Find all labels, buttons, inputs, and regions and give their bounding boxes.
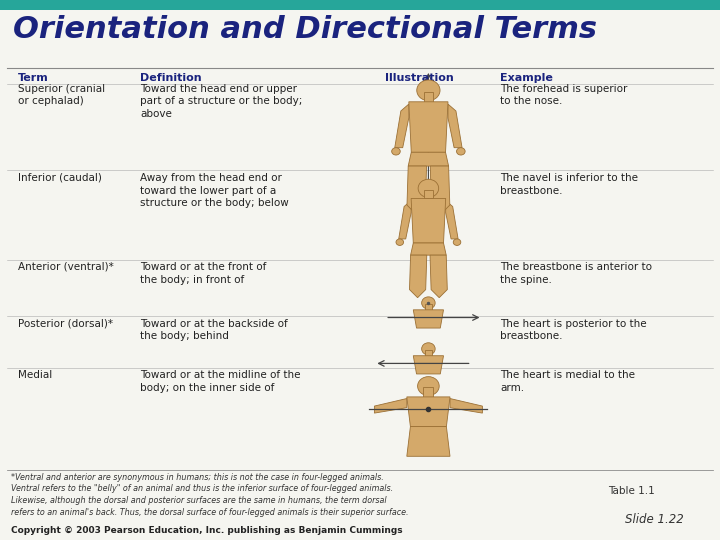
Polygon shape	[446, 200, 458, 239]
Ellipse shape	[417, 80, 440, 100]
Ellipse shape	[396, 239, 403, 245]
Text: Toward or at the backside of
the body; behind: Toward or at the backside of the body; b…	[140, 319, 288, 341]
Polygon shape	[407, 427, 450, 456]
Polygon shape	[450, 399, 482, 413]
Polygon shape	[413, 310, 444, 328]
Ellipse shape	[454, 239, 461, 245]
Ellipse shape	[392, 147, 400, 155]
Bar	[423, 92, 433, 102]
Bar	[425, 303, 432, 310]
Text: Toward or at the midline of the
body; on the inner side of: Toward or at the midline of the body; on…	[140, 370, 301, 393]
Polygon shape	[407, 397, 450, 427]
Polygon shape	[409, 102, 448, 152]
Bar	[425, 350, 432, 356]
Polygon shape	[431, 166, 450, 214]
Ellipse shape	[418, 179, 438, 198]
Ellipse shape	[456, 147, 465, 155]
Text: Table 1.1: Table 1.1	[608, 486, 655, 496]
Polygon shape	[410, 243, 446, 255]
Text: Inferior (caudal): Inferior (caudal)	[18, 173, 102, 183]
Text: Orientation and Directional Terms: Orientation and Directional Terms	[13, 15, 597, 44]
Bar	[424, 190, 433, 199]
Polygon shape	[395, 104, 409, 147]
Polygon shape	[411, 199, 446, 243]
Text: Posterior (dorsal)*: Posterior (dorsal)*	[18, 319, 113, 329]
Text: Toward or at the front of
the body; in front of: Toward or at the front of the body; in f…	[140, 262, 267, 285]
Text: Copyright © 2003 Pearson Education, Inc. publishing as Benjamin Cummings: Copyright © 2003 Pearson Education, Inc.…	[11, 525, 402, 535]
Polygon shape	[408, 152, 449, 166]
Text: Medial: Medial	[18, 370, 53, 380]
Bar	[423, 387, 433, 397]
Polygon shape	[410, 255, 427, 298]
Polygon shape	[374, 399, 407, 413]
Text: The breastbone is anterior to
the spine.: The breastbone is anterior to the spine.	[500, 262, 652, 285]
Bar	[0, 0, 720, 10]
Text: Example: Example	[500, 73, 553, 83]
Text: Toward the head end or upper
part of a structure or the body;
above: Toward the head end or upper part of a s…	[140, 84, 303, 119]
Text: Away from the head end or
toward the lower part of a
structure or the body; belo: Away from the head end or toward the low…	[140, 173, 289, 208]
Text: *Ventral and anterior are synonymous in humans; this is not the case in four-leg: *Ventral and anterior are synonymous in …	[11, 472, 408, 517]
Text: Anterior (ventral)*: Anterior (ventral)*	[18, 262, 114, 272]
Polygon shape	[399, 200, 411, 239]
Text: Definition: Definition	[140, 73, 202, 83]
Text: Superior (cranial
or cephalad): Superior (cranial or cephalad)	[18, 84, 105, 106]
Text: The forehead is superior
to the nose.: The forehead is superior to the nose.	[500, 84, 628, 106]
Ellipse shape	[422, 297, 435, 309]
Ellipse shape	[422, 343, 435, 355]
Polygon shape	[448, 104, 462, 147]
Text: The heart is medial to the
arm.: The heart is medial to the arm.	[500, 370, 635, 393]
Text: The heart is posterior to the
breastbone.: The heart is posterior to the breastbone…	[500, 319, 647, 341]
Polygon shape	[430, 255, 447, 298]
Ellipse shape	[418, 377, 439, 395]
Text: The navel is inferior to the
breastbone.: The navel is inferior to the breastbone.	[500, 173, 639, 195]
Polygon shape	[413, 356, 444, 374]
Text: Slide 1.22: Slide 1.22	[625, 513, 684, 526]
Text: Illustration: Illustration	[385, 73, 454, 83]
Text: Term: Term	[18, 73, 49, 83]
Polygon shape	[407, 166, 426, 214]
